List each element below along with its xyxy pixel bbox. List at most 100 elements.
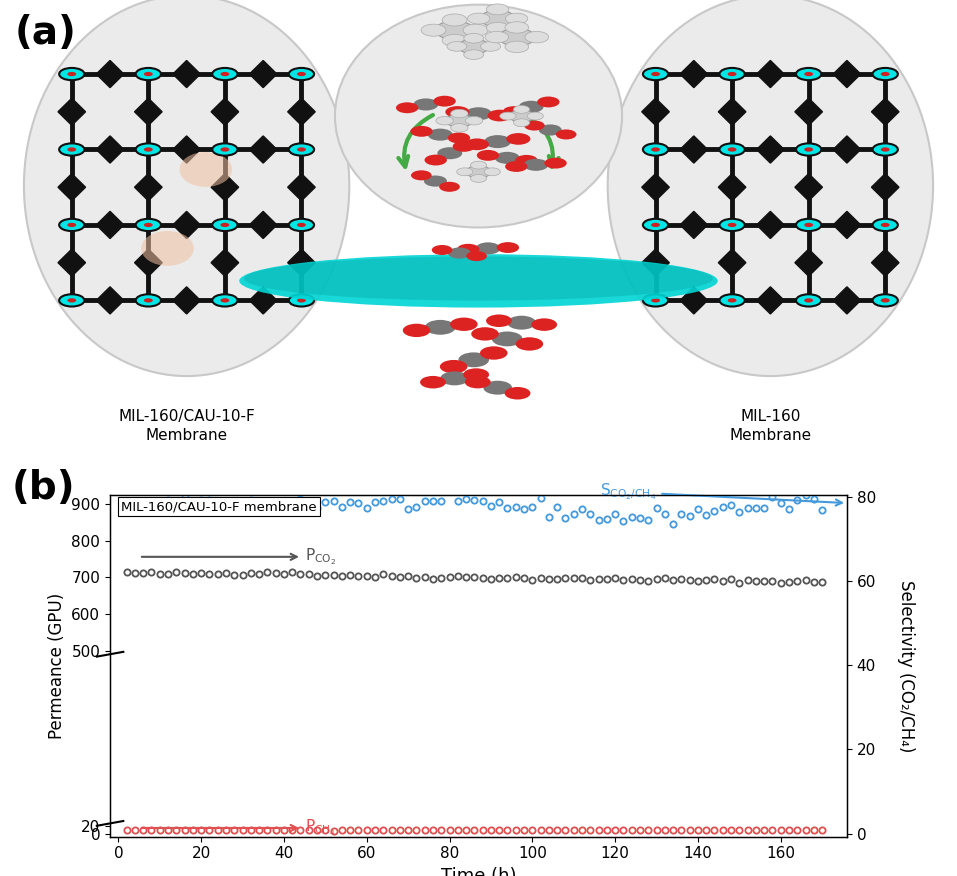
Circle shape [502, 106, 525, 117]
Circle shape [465, 138, 489, 150]
Circle shape [480, 346, 507, 360]
Circle shape [483, 381, 512, 395]
Polygon shape [135, 249, 162, 276]
Circle shape [466, 166, 491, 178]
Circle shape [67, 223, 77, 227]
Ellipse shape [335, 4, 622, 228]
Polygon shape [97, 136, 123, 163]
Circle shape [505, 41, 528, 53]
Circle shape [804, 147, 813, 152]
Circle shape [509, 110, 534, 122]
Circle shape [505, 13, 528, 24]
Circle shape [463, 368, 489, 381]
Circle shape [144, 72, 153, 76]
Polygon shape [680, 286, 707, 314]
Circle shape [144, 298, 153, 302]
Polygon shape [872, 98, 899, 125]
Circle shape [804, 72, 813, 76]
Circle shape [446, 114, 473, 127]
Circle shape [643, 68, 668, 81]
Polygon shape [872, 249, 899, 276]
Polygon shape [97, 60, 123, 88]
Circle shape [524, 121, 545, 131]
Circle shape [297, 223, 306, 227]
Circle shape [643, 294, 668, 307]
Circle shape [480, 41, 501, 52]
Polygon shape [250, 286, 277, 314]
Circle shape [421, 25, 446, 36]
Circle shape [480, 11, 515, 27]
Circle shape [466, 251, 487, 261]
Polygon shape [680, 136, 707, 163]
Circle shape [464, 33, 483, 43]
Polygon shape [642, 249, 669, 276]
Polygon shape [757, 60, 784, 88]
Circle shape [873, 294, 898, 307]
Circle shape [796, 144, 821, 156]
Circle shape [796, 219, 821, 231]
Circle shape [506, 133, 530, 145]
Circle shape [411, 126, 433, 137]
Polygon shape [834, 136, 860, 163]
Circle shape [289, 144, 314, 156]
Text: MIL-160
Membrane: MIL-160 Membrane [729, 408, 812, 443]
Circle shape [471, 174, 486, 182]
Circle shape [467, 13, 490, 24]
Circle shape [458, 39, 489, 53]
Circle shape [537, 96, 560, 108]
Circle shape [434, 95, 456, 107]
Text: (a): (a) [14, 14, 77, 52]
Circle shape [440, 360, 467, 373]
Circle shape [505, 22, 528, 33]
Circle shape [411, 170, 432, 180]
Circle shape [727, 298, 737, 302]
Circle shape [425, 154, 447, 166]
Circle shape [465, 376, 491, 388]
Circle shape [531, 318, 557, 331]
Circle shape [432, 245, 453, 255]
Circle shape [457, 244, 479, 255]
Circle shape [212, 294, 237, 307]
Text: MIL-160/CAU-10-F membrane: MIL-160/CAU-10-F membrane [122, 500, 317, 513]
Polygon shape [719, 173, 746, 201]
Circle shape [450, 318, 478, 331]
Circle shape [442, 14, 467, 26]
Y-axis label: Permeance (GPU): Permeance (GPU) [48, 593, 66, 738]
Circle shape [720, 144, 745, 156]
Circle shape [396, 102, 418, 113]
Circle shape [476, 243, 501, 254]
Circle shape [136, 219, 161, 231]
Circle shape [873, 68, 898, 81]
Polygon shape [288, 249, 315, 276]
Circle shape [514, 119, 529, 127]
Circle shape [527, 112, 544, 120]
Circle shape [651, 298, 660, 302]
Circle shape [515, 155, 538, 166]
Circle shape [424, 175, 447, 187]
Circle shape [289, 68, 314, 81]
Circle shape [59, 144, 84, 156]
Circle shape [471, 328, 499, 341]
Circle shape [505, 161, 527, 172]
Circle shape [727, 147, 737, 152]
Circle shape [727, 72, 737, 76]
Circle shape [471, 161, 486, 169]
Circle shape [451, 124, 468, 132]
Circle shape [720, 68, 745, 81]
Ellipse shape [180, 152, 233, 187]
Circle shape [556, 130, 576, 139]
Circle shape [720, 219, 745, 231]
Polygon shape [135, 98, 162, 125]
Circle shape [67, 72, 77, 76]
Ellipse shape [244, 257, 713, 300]
Circle shape [516, 337, 544, 350]
Circle shape [499, 28, 535, 46]
Circle shape [136, 294, 161, 307]
Circle shape [297, 72, 306, 76]
Circle shape [477, 150, 500, 161]
Polygon shape [872, 173, 899, 201]
Circle shape [796, 294, 821, 307]
Circle shape [465, 107, 492, 120]
Circle shape [220, 298, 230, 302]
Circle shape [289, 219, 314, 231]
